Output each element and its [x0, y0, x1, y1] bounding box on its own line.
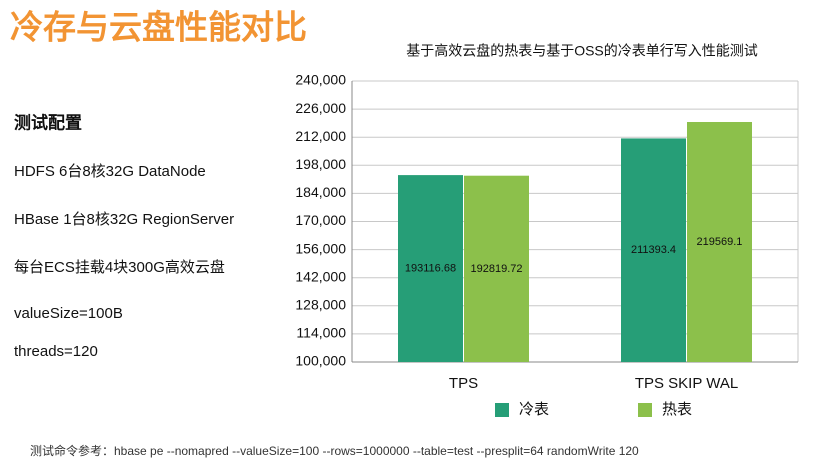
y-tick-label: 114,000 [296, 325, 346, 341]
config-item: HBase 1台8核32G RegionServer [14, 211, 234, 228]
y-tick-label: 226,000 [295, 100, 346, 116]
slide-title: 冷存与云盘性能对比 [10, 9, 307, 46]
y-tick-label: 100,000 [295, 353, 346, 369]
y-tick-label: 142,000 [295, 268, 346, 284]
bar [464, 175, 529, 362]
legend-swatch [495, 403, 509, 417]
chart-title: 基于高效云盘的热表与基于OSS的冷表单行写入性能测试 [406, 43, 758, 59]
y-tick-label: 198,000 [295, 156, 346, 172]
y-tick-label: 184,000 [295, 184, 346, 200]
config-item: HDFS 6台8核32G DataNode [14, 163, 206, 180]
y-tick-label: 170,000 [295, 212, 346, 228]
footer-note: 测试命令参考：hbase pe --nomapred --valueSize=1… [30, 443, 639, 458]
y-tick-label: 212,000 [295, 128, 346, 144]
legend-label: 热表 [662, 401, 692, 418]
data-label: 211393.4 [631, 244, 676, 256]
config-item: 每台ECS挂载4块300G高效云盘 [14, 258, 225, 276]
y-tick-label: 128,000 [295, 297, 346, 313]
x-tick-label: TPS [449, 375, 478, 392]
data-label: 192819.72 [471, 263, 523, 275]
config-item: valueSize=100B [14, 305, 123, 322]
data-label: 219569.1 [697, 236, 743, 248]
config-heading: 测试配置 [14, 112, 82, 132]
y-tick-label: 240,000 [295, 72, 346, 88]
x-tick-label: TPS SKIP WAL [635, 375, 738, 392]
bar [687, 122, 752, 362]
config-item: threads=120 [14, 343, 98, 360]
bar [398, 175, 463, 362]
legend-swatch [638, 403, 652, 417]
legend-label: 冷表 [519, 401, 549, 418]
bar [621, 138, 686, 362]
y-tick-label: 156,000 [295, 240, 346, 256]
data-label: 193116.68 [405, 262, 456, 274]
